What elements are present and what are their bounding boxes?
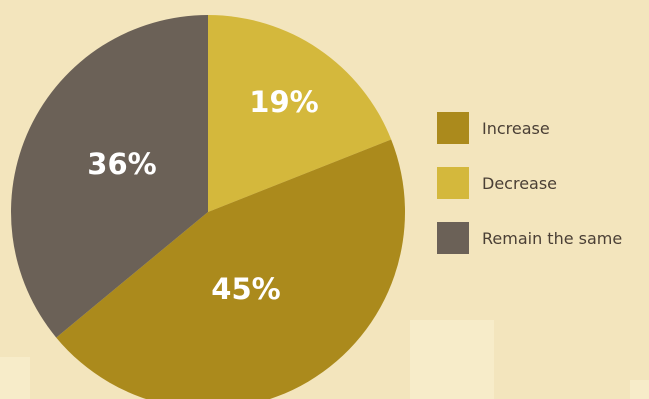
legend-swatch-decrease bbox=[437, 167, 469, 199]
pie-slices bbox=[11, 15, 405, 399]
background-building-left bbox=[0, 357, 30, 399]
legend-item-remain-the-same: Remain the same bbox=[437, 222, 649, 254]
background-building-center bbox=[410, 320, 494, 399]
legend-item-decrease: Decrease bbox=[437, 167, 649, 199]
pie-slice-remain-the-same bbox=[11, 15, 209, 338]
legend-item-increase: Increase bbox=[437, 112, 649, 144]
pie-slice-increase bbox=[56, 139, 405, 399]
pie-slice-labels: 45% 19% 36% bbox=[87, 85, 318, 306]
legend-swatch-remain-the-same bbox=[437, 222, 469, 254]
legend-swatch-increase bbox=[437, 112, 469, 144]
pie-slice-decrease bbox=[208, 15, 392, 212]
legend-label-decrease: Decrease bbox=[482, 173, 558, 193]
slice-label-increase: 45% bbox=[211, 272, 280, 306]
chart-legend: Increase Decrease Remain the same bbox=[437, 112, 649, 277]
legend-label-increase: Increase bbox=[482, 118, 550, 138]
slice-label-remain-the-same: 36% bbox=[87, 147, 156, 181]
slice-label-decrease: 19% bbox=[249, 85, 318, 119]
background-building-right bbox=[630, 380, 649, 399]
legend-label-remain-the-same: Remain the same bbox=[482, 228, 623, 248]
